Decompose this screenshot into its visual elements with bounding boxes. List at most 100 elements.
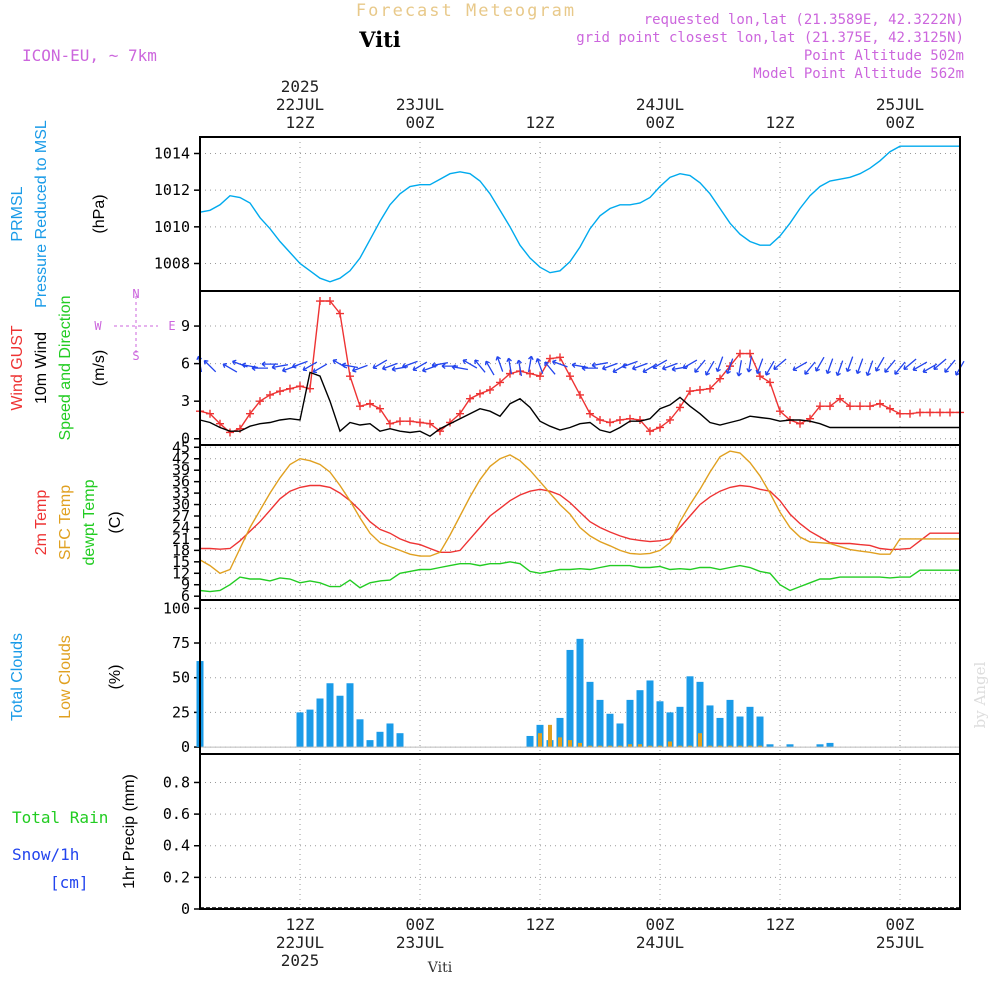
cloud-bar-low: [698, 733, 702, 748]
cloud-bar-low: [658, 745, 662, 748]
wind-direction-arrow: [431, 362, 449, 368]
y-tick-label: 24: [172, 518, 190, 536]
wind-direction-arrow: [682, 359, 698, 370]
header: Forecast Meteogram Viti ICON-EU, ~ 7km r…: [22, 1, 989, 976]
y-tick-label: 0: [181, 738, 190, 756]
cloud-bar-total: [786, 744, 794, 748]
gridpoint-coords: grid point closest lon,lat (21.375E, 42.…: [576, 30, 964, 46]
gust-point-marker: [546, 354, 554, 363]
wind-direction-arrow: [401, 360, 418, 369]
wind-direction-arrow: [631, 362, 648, 371]
wind-direction-arrow: [441, 363, 458, 370]
wind-direction-arrow: [845, 356, 854, 373]
cloud-bar-total: [706, 705, 714, 748]
gust-point-marker: [776, 407, 784, 416]
gust-point-marker: [406, 417, 414, 426]
y-tick-label: 75: [172, 634, 190, 652]
cloud-bar-total: [646, 680, 654, 748]
y-tick-label: 1010: [154, 218, 190, 236]
top-time-label: 2025: [281, 77, 320, 96]
top-time-label: 00Z: [406, 113, 435, 132]
gust-point-marker: [366, 399, 374, 408]
wind-direction-arrow: [271, 364, 289, 370]
cloud-bar-total: [746, 706, 754, 748]
cloud-bar-total: [346, 683, 354, 748]
cloud-bar-total: [296, 712, 304, 748]
top-time-label: 00Z: [646, 113, 675, 132]
y-tick-label: 0.8: [163, 773, 190, 791]
gust-point-marker: [306, 384, 314, 393]
top-time-label: 12Z: [286, 113, 315, 132]
cloud-bar-low: [678, 745, 682, 748]
wind-direction-arrow: [704, 360, 715, 376]
wind-direction-arrow: [571, 362, 589, 369]
wind-direction-arrow: [527, 355, 534, 373]
wind-direction-arrow: [506, 357, 513, 375]
wind-direction-arrow: [291, 360, 308, 369]
cloud-bar-low: [748, 745, 752, 748]
wind-direction-arrow: [251, 365, 268, 372]
wind-direction-arrow: [535, 358, 544, 374]
cloud-bar-total: [826, 742, 834, 748]
wind-direction-arrow: [736, 360, 743, 377]
cloud-bar-total: [766, 744, 774, 748]
gust-point-marker: [526, 369, 534, 378]
top-time-label: 12Z: [766, 113, 795, 132]
gust-point-marker: [886, 404, 894, 413]
wind-direction-arrow: [661, 362, 678, 371]
panel-precip: 0 0.2 0.4 0.6 0.8 1hr Precip (mm) Total Rain Sn…: [12, 753, 961, 918]
y-tick-label: 39: [172, 461, 190, 479]
cloud-bar-total: [306, 709, 314, 748]
gust-point-marker: [866, 402, 874, 411]
wind-direction-arrow: [825, 358, 834, 375]
y-tick-label: 36: [172, 473, 190, 491]
cloud-bar-low: [638, 744, 642, 748]
precip-legend-label: Total Rain: [12, 808, 108, 827]
wind-direction-arrow: [933, 358, 947, 370]
bottom-time-label: 12Z: [286, 915, 315, 934]
wind-direction-arrow: [551, 359, 568, 368]
cloud-bar-total: [366, 740, 374, 748]
gust-point-marker: [576, 390, 584, 399]
wind-direction-arrow: [544, 361, 556, 375]
top-time-label: 25JUL: [876, 95, 924, 114]
gust-point-marker: [926, 408, 934, 417]
point-altitude: Point Altitude 502m: [804, 48, 964, 64]
top-time-label: 00Z: [886, 113, 915, 132]
gust-point-marker: [606, 418, 614, 427]
y-tick-label: 6: [181, 587, 190, 605]
cloud-bar-low: [568, 740, 572, 748]
wind-direction-arrow: [792, 361, 808, 372]
y-tick-label: 18: [172, 541, 190, 559]
precip-legend-label: [cm]: [50, 873, 89, 892]
wind-direction-arrow: [241, 362, 259, 369]
cloud-bar-total: [376, 731, 384, 748]
compass-letter: W: [94, 319, 102, 333]
gust-point-marker: [586, 409, 594, 418]
gust-point-marker: [386, 419, 394, 428]
gust-point-marker: [466, 394, 474, 403]
wind-direction-arrow: [874, 356, 885, 372]
gust-point-marker: [246, 409, 254, 418]
y-axis-title: Speed and Direction: [57, 296, 74, 441]
gust-point-marker: [496, 378, 504, 387]
wind-direction-arrow: [516, 359, 523, 377]
cloud-bar-total: [716, 717, 724, 748]
cloud-bar-low: [578, 742, 582, 748]
cloud-bar-total: [736, 716, 744, 748]
wind-direction-arrow: [746, 356, 753, 373]
y-axis-title: Total Clouds: [9, 633, 26, 721]
compass-rose-icon: [114, 296, 158, 354]
y-tick-label: 30: [172, 496, 190, 514]
precip-legend-label: Snow/1h: [12, 845, 79, 864]
series-line-temperature-2: [199, 561, 960, 593]
cloud-bar-low: [728, 745, 732, 748]
cloud-bar-total: [656, 701, 664, 748]
y-axis-title: (m/s): [91, 350, 108, 386]
gust-point-marker: [616, 415, 624, 424]
wind-direction-arrow: [944, 359, 956, 373]
cloud-bar-total: [686, 676, 694, 748]
bottom-time-label: 12Z: [526, 915, 555, 934]
